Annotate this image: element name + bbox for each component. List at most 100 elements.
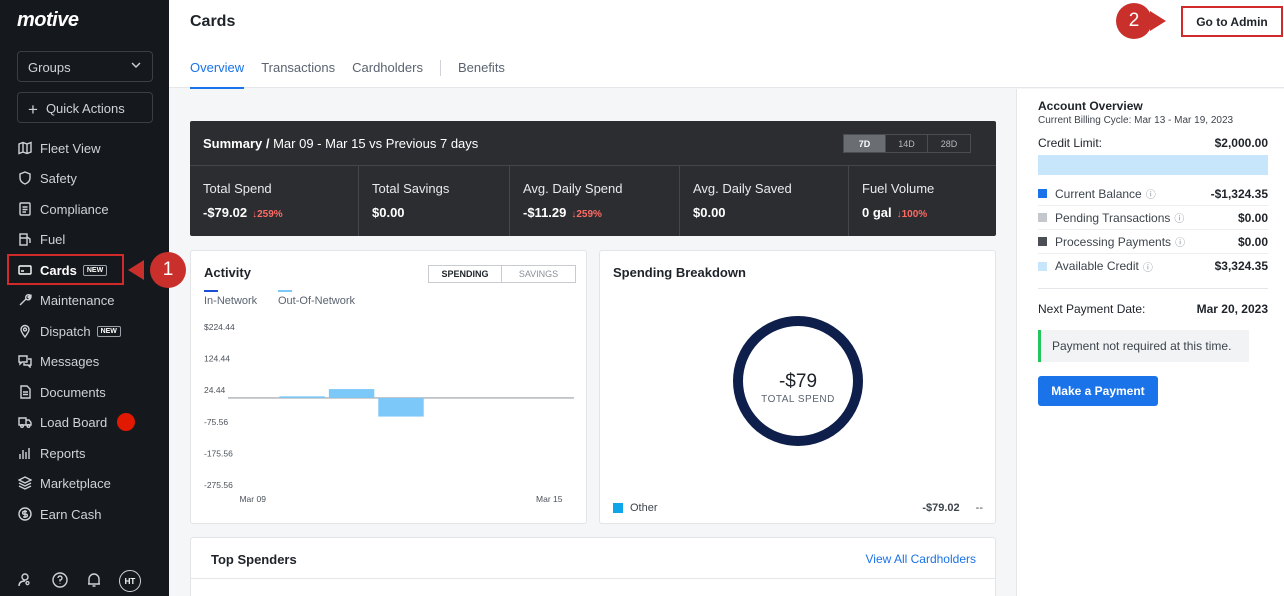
sidebar-item-safety[interactable]: Safety [17,166,162,190]
row-label: Available Credit [1055,259,1139,273]
sidebar-footer: HT [17,570,141,592]
donut-total-label: TOTAL SPEND [761,394,835,405]
tab-benefits[interactable]: Benefits [457,60,505,75]
tab-transactions[interactable]: Transactions [261,60,336,75]
summary-card: Summary / Mar 09 - Mar 15 vs Previous 7 … [190,121,996,236]
y-tick-label: -175.56 [204,448,233,458]
legend-swatch [613,503,623,513]
y-tick-label: 24.44 [204,385,226,395]
tab-divider [439,60,441,76]
legend-swatch [1038,213,1047,222]
panel-divider [1038,288,1268,289]
metric-value: -$79.02 [203,205,248,220]
toggle-savings[interactable]: SAVINGS [518,269,559,279]
tab-cardholders[interactable]: Cardholders [352,60,423,75]
x-tick-label: Mar 15 [536,494,563,504]
location-pin-icon [17,323,33,339]
sidebar-item-cards[interactable]: Cards NEW [17,258,162,282]
metric-label: Avg. Daily Spend [523,181,623,196]
activity-bar[interactable] [279,396,325,398]
metric-change: ↓259% [571,209,602,220]
payment-notice: Payment not required at this time. [1038,330,1249,362]
groups-dropdown[interactable]: Groups [17,51,153,82]
sidebar: motive Groups + Quick Actions Fleet View … [0,0,169,596]
sidebar-item-marketplace[interactable]: Marketplace [17,471,162,495]
row-value: $3,324.35 [1214,259,1268,273]
sidebar-item-reports[interactable]: Reports [17,441,162,465]
credit-limit-value: $2,000.00 [1214,136,1268,150]
range-28d[interactable]: 28D [940,138,958,149]
account-overview-title: Account Overview [1038,99,1143,113]
user-settings-icon[interactable] [17,571,35,592]
sidebar-item-compliance[interactable]: Compliance [17,197,162,221]
info-icon[interactable]: ⓘ [1175,238,1186,249]
sidebar-item-maintenance[interactable]: Maintenance [17,288,162,312]
x-tick-label: Mar 09 [239,494,266,504]
shield-icon [17,170,33,186]
truck-icon [17,414,33,430]
toggle-spending[interactable]: SPENDING [429,266,502,282]
next-payment-value: Mar 20, 2023 [1196,302,1268,316]
next-payment-row: Next Payment Date: Mar 20, 2023 [1038,302,1268,316]
tab-overview[interactable]: Overview [190,60,245,89]
legend-value: -$79.02 [922,502,960,514]
view-all-cardholders-link[interactable]: View All Cardholders [865,552,976,566]
sidebar-item-earn-cash[interactable]: Earn Cash [17,502,162,526]
sidebar-item-fuel[interactable]: Fuel [17,227,162,251]
callout-2: 2 [1116,3,1152,39]
sidebar-item-dispatch[interactable]: Dispatch NEW [17,319,162,343]
metric-change: ↓259% [252,209,283,220]
legend-swatch [1038,189,1047,198]
sidebar-item-label: Dispatch [40,323,91,339]
go-to-admin-button[interactable]: Go to Admin [1181,6,1283,37]
sidebar-item-label: Fuel [40,231,66,247]
notification-dot [117,413,136,431]
credit-card-icon [17,262,33,278]
info-icon[interactable]: ⓘ [1142,262,1153,274]
chat-bubbles-icon [17,353,33,369]
sidebar-item-fleet-view[interactable]: Fleet View [17,136,162,160]
sidebar-item-label: Earn Cash [40,506,102,522]
new-badge: NEW [96,325,121,337]
bell-icon[interactable] [85,571,103,592]
metric-label: Total Savings [372,181,450,196]
range-7d[interactable]: 7D [844,135,886,152]
legend-swatch [204,290,218,292]
avatar[interactable]: HT [119,570,141,592]
sidebar-item-documents[interactable]: Documents [17,380,162,404]
metric-value: $0.00 [693,205,726,220]
spending-breakdown-card: Spending Breakdown -$79 TOTAL SPEND Othe… [599,250,996,524]
activity-bar-chart: $224.44 124.44 24.44 -75.56 -175.56 -275.56 Ma… [204,322,574,504]
y-tick-label: $224.44 [204,322,235,332]
metric-fuel-volume: Fuel Volume 0 gal ↓100% [849,166,996,236]
activity-title: Activity [204,265,251,280]
sidebar-item-load-board[interactable]: Load Board [17,410,162,434]
make-payment-button[interactable]: Make a Payment [1038,376,1158,406]
metric-avg-daily-saved: Avg. Daily Saved $0.00 [680,166,848,236]
spending-savings-toggle: SPENDING SAVINGS [428,265,576,283]
range-14d[interactable]: 14D [886,135,928,152]
sidebar-item-messages[interactable]: Messages [17,349,162,373]
help-icon[interactable] [51,571,69,592]
summary-divider [190,165,996,166]
donut-total: -$79 [779,371,817,392]
activity-bar[interactable] [378,397,424,417]
legend-extra: -- [975,502,983,514]
motive-logo[interactable]: motive [17,9,79,31]
credit-limit-label: Credit Limit: [1038,136,1103,150]
info-icon[interactable]: ⓘ [1174,214,1185,225]
sidebar-item-label: Fleet View [40,140,101,156]
metric-divider [358,166,359,236]
range-selector: 7D 14D 28D [843,134,971,153]
current-balance-row: Current Balance ⓘ -$1,324.35 [1038,182,1268,206]
activity-bar[interactable] [328,389,375,398]
quick-actions-label: Quick Actions [45,101,125,116]
dollar-coin-icon [17,506,33,522]
metric-divider [509,166,510,236]
summary-title-bold: Summary / [203,136,270,151]
top-spenders-card: Top Spenders View All Cardholders [190,537,996,596]
quick-actions-button[interactable]: + Quick Actions [17,92,153,123]
row-label: Current Balance [1055,186,1142,201]
legend-label: In-Network [204,295,258,307]
info-icon[interactable]: ⓘ [1145,190,1156,201]
